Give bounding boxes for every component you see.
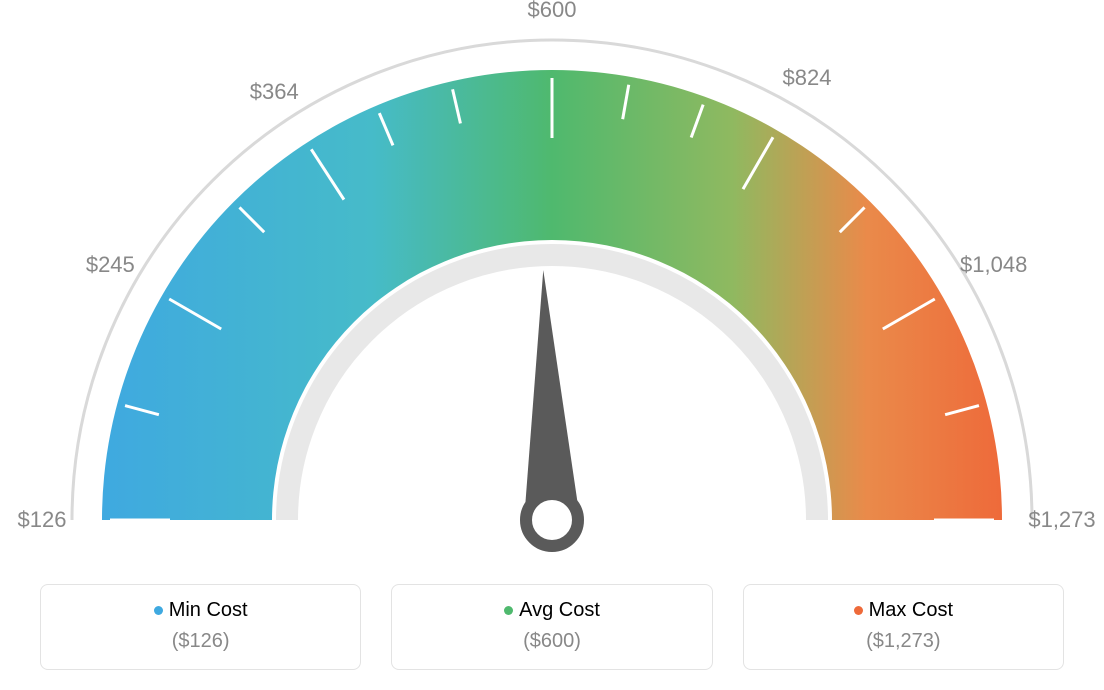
gauge-tick-label: $824 [783,65,832,91]
gauge-tick-label: $1,273 [1028,507,1095,533]
legend-title-max: Max Cost [744,599,1063,622]
legend-card-min: Min Cost ($126) [40,584,361,670]
gauge-tick-label: $126 [18,507,67,533]
legend-row: Min Cost ($126) Avg Cost ($600) Max Cost… [40,584,1064,670]
legend-title-min: Min Cost [41,599,360,622]
legend-dot-min [154,606,163,615]
legend-label-max: Max Cost [869,599,953,621]
legend-label-avg: Avg Cost [519,599,600,621]
legend-dot-avg [504,606,513,615]
legend-label-min: Min Cost [169,599,248,621]
legend-dot-max [854,606,863,615]
legend-card-avg: Avg Cost ($600) [391,584,712,670]
legend-title-avg: Avg Cost [392,599,711,622]
legend-value-max: ($1,273) [744,630,1063,653]
legend-card-max: Max Cost ($1,273) [743,584,1064,670]
gauge-tick-label: $245 [86,252,135,278]
gauge-chart: $126 $245 $364 $600 $824 $1,048 $1,273 [0,0,1104,560]
legend-value-min: ($126) [41,630,360,653]
chart-container: $126 $245 $364 $600 $824 $1,048 $1,273 Min Cos… [0,0,1104,690]
gauge-tick-label: $600 [528,0,577,23]
gauge-tick-label: $364 [250,79,299,105]
legend-value-avg: ($600) [392,630,711,653]
gauge-tick-label: $1,048 [960,252,1027,278]
gauge-svg [0,0,1104,560]
